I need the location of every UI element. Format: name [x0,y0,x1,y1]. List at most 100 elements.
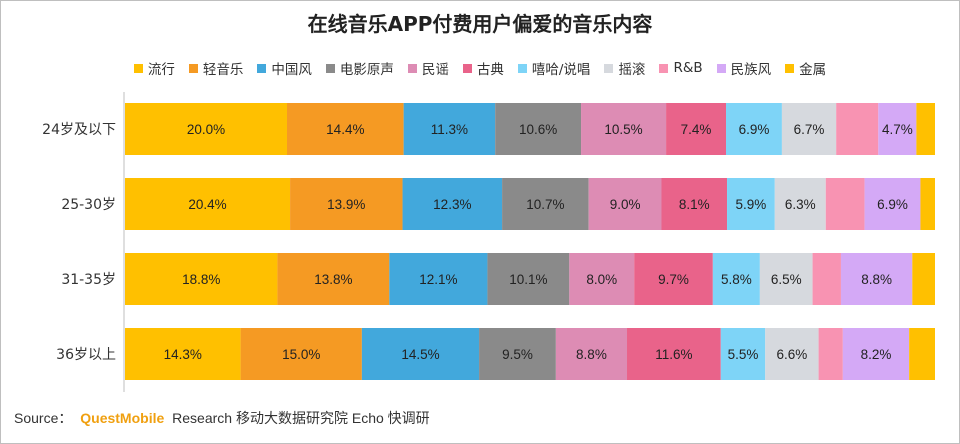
legend-item: 轻音乐 [188,58,243,78]
data-label: 8.8% [576,347,607,362]
legend-swatch [257,63,267,73]
bar-segment [125,103,287,155]
bar-segment [720,328,766,380]
bar-segment [825,178,865,230]
source-brand: QuestMobile [80,410,165,426]
data-label: 12.1% [419,272,457,287]
legend-item: 民族风 [716,58,772,78]
legend-swatch [785,63,795,73]
bar-segment [487,253,570,305]
data-label: 12.3% [433,197,471,212]
data-label: 9.7% [658,272,689,287]
data-label: 20.4% [188,197,226,212]
legend-swatch [462,63,472,73]
data-label: 14.4% [326,122,364,137]
bar-segment [389,253,488,305]
source-prefix: Source： [14,410,73,426]
bar-segment [818,328,843,380]
data-label: 6.6% [777,347,808,362]
data-label: 10.5% [604,122,642,137]
bar-segment [666,103,727,155]
bar-segment [781,103,837,155]
legend-swatch [716,63,726,73]
legend-label: 民谣 [421,62,449,78]
category-label: 36岁以上 [56,347,116,363]
legend-swatch [325,63,335,73]
data-label: 6.7% [794,122,825,137]
legend-swatch [188,63,198,73]
bar-segment [479,328,556,380]
data-label: 10.7% [526,197,564,212]
legend-swatch [407,63,417,73]
data-label: 8.8% [861,272,892,287]
bar-segment [774,178,826,230]
data-label: 14.5% [401,347,439,362]
bar-segment [836,103,879,155]
data-label: 18.8% [182,272,220,287]
bar-segment [403,103,496,155]
bar-segment [842,328,910,380]
legend-item: 摇滚 [604,58,645,78]
legend-item: 金属 [785,58,826,78]
bar-segment [240,328,362,380]
data-label: 11.3% [431,122,468,137]
bar-segment [912,253,935,305]
bar-segment [287,103,404,155]
legend-label: 中国风 [271,62,312,78]
bar-segment [290,178,403,230]
data-label: 9.5% [502,347,533,362]
bar-segment [727,178,775,230]
bar-segment [495,103,582,155]
bar-segment [661,178,728,230]
data-label: 15.0% [282,347,320,362]
bar-segment [502,178,589,230]
legend-label: 金属 [799,62,827,78]
data-label: 5.8% [721,272,752,287]
legend-label: 嘻哈/说唱 [531,62,591,78]
source-text: Research 移动大数据研究院 Echo 快调研 [172,410,430,426]
legend-swatch [604,63,614,73]
data-label: 11.6% [655,347,692,362]
data-label: 8.0% [586,272,617,287]
bar-segment [588,178,662,230]
data-label: 9.0% [610,197,641,212]
legend-swatch [517,63,527,73]
legend-item: 流行 [133,58,175,78]
bar-segment [569,253,635,305]
bar-segment [581,103,667,155]
category-label: 31-35岁 [61,272,116,288]
data-label: 5.9% [736,197,767,212]
bar-segment [125,178,291,230]
bar-segment [712,253,760,305]
legend-label: 流行 [147,62,175,78]
data-label: 8.2% [861,347,892,362]
data-label: 6.9% [877,197,908,212]
source-note: Source： QuestMobile Research 移动大数据研究院 Ec… [14,408,430,428]
bar-segment [909,328,935,380]
legend-label: R&B [673,60,703,76]
category-label: 25-30岁 [61,197,116,213]
data-label: 20.0% [187,122,225,137]
legend-swatch [133,63,143,73]
bar-segment [916,103,935,155]
data-label: 6.9% [739,122,770,137]
legend-item: 电影原声 [325,58,394,78]
bar-segment [920,178,935,230]
data-label: 6.5% [771,272,802,287]
bar-segment [627,328,721,380]
bar-segment [634,253,713,305]
data-label: 10.1% [509,272,547,287]
bar-segment [812,253,841,305]
bar-segment [840,253,913,305]
legend-item: 民谣 [407,58,449,78]
bar-segment [125,328,241,380]
data-label: 14.3% [164,347,202,362]
legend-item: R&B [659,60,703,76]
data-label: 5.5% [728,347,759,362]
data-label: 13.8% [314,272,352,287]
legend-label: 民族风 [730,62,772,78]
bar-segment [361,328,480,380]
bar-segment [726,103,782,155]
bar-segment [765,328,819,380]
